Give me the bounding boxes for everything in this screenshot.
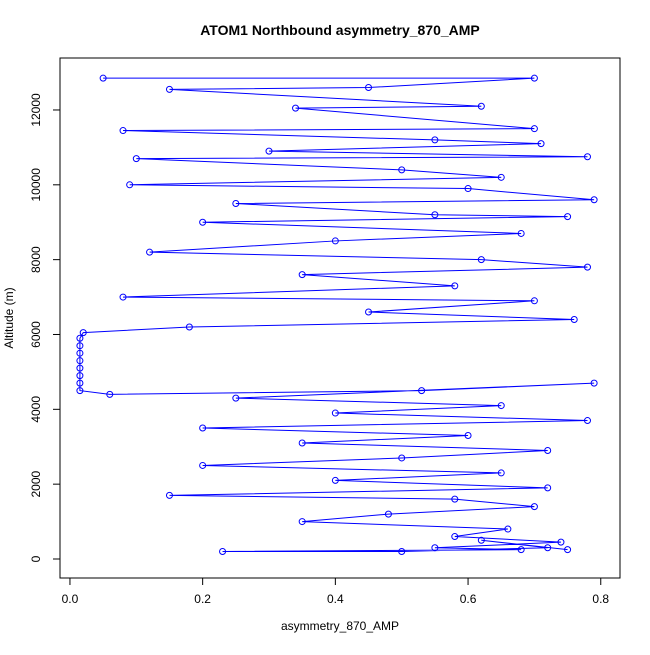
data-point <box>431 136 439 144</box>
data-point <box>165 85 173 93</box>
data-point <box>365 308 373 316</box>
data-point <box>219 548 227 556</box>
data-point <box>76 372 84 380</box>
y-tick-label: 10000 <box>29 168 43 202</box>
data-point <box>232 394 240 402</box>
x-tick-label: 0.6 <box>460 592 477 606</box>
y-tick-label: 12000 <box>29 93 43 127</box>
data-point <box>504 525 512 533</box>
data-point <box>517 229 525 237</box>
x-tick-label: 0.8 <box>592 592 609 606</box>
data-point <box>477 536 485 544</box>
data-point <box>530 74 538 82</box>
data-point <box>497 402 505 410</box>
chart-title: ATOM1 Northbound asymmetry_870_AMP <box>200 22 480 38</box>
data-point <box>119 127 127 135</box>
data-point <box>570 316 578 324</box>
x-tick-label: 0.0 <box>62 592 79 606</box>
data-point <box>590 379 598 387</box>
data-point <box>477 256 485 264</box>
data-line <box>79 77 595 553</box>
data-point <box>530 297 538 305</box>
data-point <box>79 329 87 337</box>
data-point <box>544 484 552 492</box>
data-point <box>292 104 300 112</box>
x-tick-label: 0.2 <box>194 592 211 606</box>
data-point <box>76 379 84 387</box>
data-point <box>431 211 439 219</box>
data-point <box>165 491 173 499</box>
data-point <box>298 518 306 526</box>
x-axis-label: asymmetry_870_AMP <box>281 619 399 633</box>
data-point <box>583 263 591 271</box>
data-point <box>557 538 565 546</box>
data-point <box>126 181 134 189</box>
data-point <box>530 125 538 133</box>
data-point <box>76 334 84 342</box>
data-point <box>76 364 84 372</box>
y-tick-label: 8000 <box>29 246 43 273</box>
data-point <box>537 140 545 148</box>
data-point <box>398 454 406 462</box>
data-point <box>564 546 572 554</box>
data-point <box>384 510 392 518</box>
data-point <box>199 461 207 469</box>
data-point <box>451 282 459 290</box>
data-point <box>544 544 552 552</box>
data-point <box>583 153 591 161</box>
data-point <box>398 548 406 556</box>
data-point <box>199 218 207 226</box>
data-point <box>331 237 339 245</box>
data-point <box>76 342 84 350</box>
data-point <box>431 544 439 552</box>
data-point <box>544 446 552 454</box>
y-tick-label: 0 <box>29 555 43 562</box>
data-point <box>232 200 240 208</box>
data-point <box>76 387 84 395</box>
data-point <box>464 432 472 440</box>
y-tick-label: 4000 <box>29 396 43 423</box>
data-point <box>477 102 485 110</box>
data-point <box>132 155 140 163</box>
data-point <box>298 271 306 279</box>
data-point <box>418 387 426 395</box>
data-point <box>119 293 127 301</box>
data-point <box>331 476 339 484</box>
data-point <box>365 84 373 92</box>
x-tick-label: 0.4 <box>327 592 344 606</box>
data-point <box>331 409 339 417</box>
y-tick-label: 6000 <box>29 321 43 348</box>
data-point <box>583 417 591 425</box>
data-point <box>185 323 193 331</box>
y-tick-label: 2000 <box>29 470 43 497</box>
data-point <box>76 357 84 365</box>
data-point <box>590 196 598 204</box>
data-point <box>497 173 505 181</box>
data-point <box>106 390 114 398</box>
y-axis-label: Altitude (m) <box>2 287 16 348</box>
data-point <box>451 495 459 503</box>
data-point <box>530 503 538 511</box>
data-point <box>564 213 572 221</box>
data-point <box>265 147 273 155</box>
data-point <box>497 469 505 477</box>
data-point <box>76 349 84 357</box>
data-point <box>146 248 154 256</box>
data-point <box>298 439 306 447</box>
plot-frame <box>59 57 621 579</box>
data-point <box>517 546 525 554</box>
data-point <box>99 74 107 82</box>
data-point <box>464 185 472 193</box>
data-point <box>398 166 406 174</box>
data-point <box>199 424 207 432</box>
data-point <box>451 533 459 541</box>
